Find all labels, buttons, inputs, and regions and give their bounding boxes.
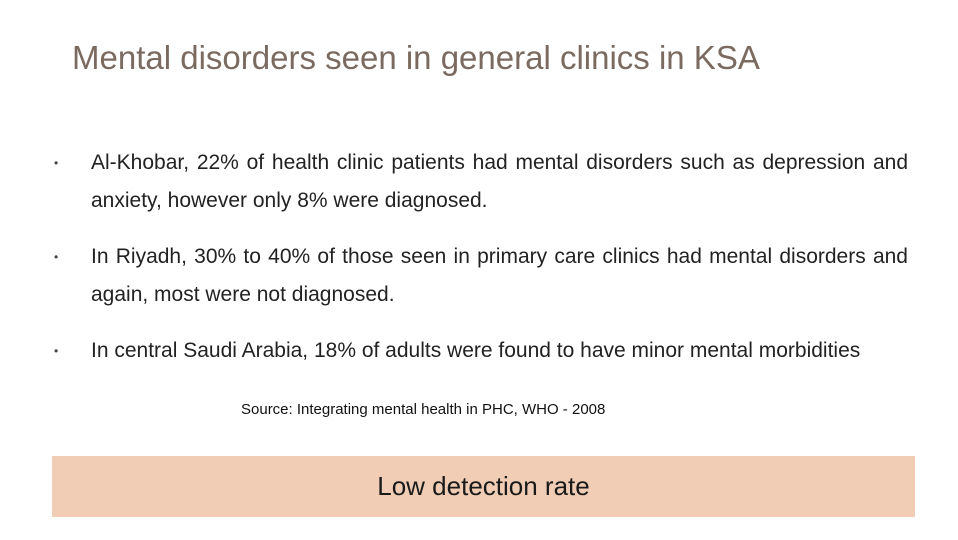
slide-title: Mental disorders seen in general clinics… — [72, 39, 760, 76]
source-citation: Source: Integrating mental health in PHC… — [241, 401, 606, 418]
bullet-item-central-saudi-arabia: • In central Saudi Arabia, 18% of adults… — [52, 332, 908, 370]
bullet-marker: • — [54, 344, 59, 358]
bullet-marker: • — [54, 250, 59, 264]
bullet-item-riyadh: • In Riyadh, 30% to 40% of those seen in… — [52, 238, 908, 314]
highlight-banner: Low detection rate — [52, 456, 915, 517]
bullet-list: • Al-Khobar, 22% of health clinic patien… — [52, 144, 908, 370]
bullet-text: Al-Khobar, 22% of health clinic patients… — [91, 151, 908, 212]
bullet-text: In central Saudi Arabia, 18% of adults w… — [91, 339, 861, 362]
bullet-item-al-khobar: • Al-Khobar, 22% of health clinic patien… — [52, 144, 908, 220]
bullet-text: In Riyadh, 30% to 40% of those seen in p… — [91, 245, 908, 306]
bullet-marker: • — [54, 156, 59, 170]
highlight-text: Low detection rate — [377, 471, 590, 501]
